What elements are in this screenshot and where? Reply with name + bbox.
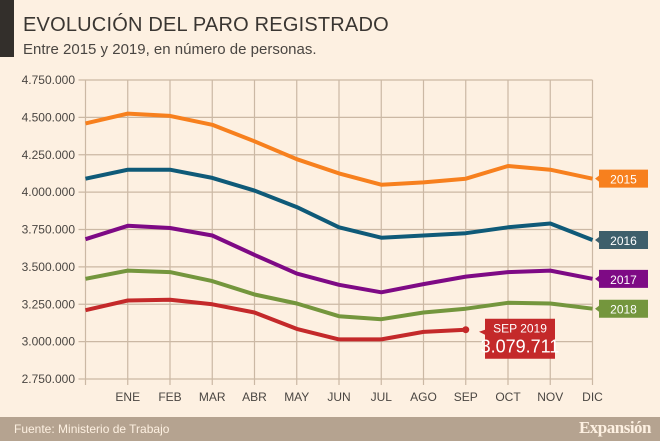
series-line-2019 [85, 297, 466, 342]
x-tick-label: ENE [115, 390, 140, 404]
chart-subtitle: Entre 2015 y 2019, en número de personas… [23, 41, 317, 58]
footer: Fuente: Ministerio de Trabajo Expansión [0, 417, 660, 441]
y-tick-label: 3.000.000 [22, 335, 76, 349]
x-tick-label: JUL [371, 390, 393, 404]
series-lines [84, 111, 594, 342]
annotation-callout: SEP 2019 3.079.711 [479, 318, 560, 359]
svg-text:2015: 2015 [610, 173, 637, 187]
svg-text:2018: 2018 [610, 303, 637, 317]
x-tick-label: AGO [410, 390, 437, 404]
series-line-2015 [85, 111, 593, 187]
y-tick-label: 3.500.000 [22, 260, 76, 274]
chart-title: EVOLUCIÓN DEL PARO REGISTRADO [23, 14, 389, 36]
x-tick-label: SEP [454, 390, 478, 404]
y-tick-label: 4.750.000 [22, 73, 76, 87]
x-tick-label: ABR [242, 390, 267, 404]
line-chart: 2.750.000 3.000.000 3.250.000 3.500.000 3.75… [22, 73, 648, 404]
expansion-logo: Expansión [578, 418, 652, 437]
svg-text:2017: 2017 [610, 273, 637, 287]
series-labels: 2015 2016 2017 2018 [595, 169, 648, 318]
last-point-marker [462, 326, 470, 334]
x-tick-label: JUN [327, 390, 350, 404]
x-tick-label: DIC [582, 390, 603, 404]
y-tick-label: 4.500.000 [22, 110, 76, 124]
svg-text:2016: 2016 [610, 234, 637, 248]
x-tick-label: MAR [199, 390, 226, 404]
y-tick-label: 2.750.000 [22, 372, 76, 386]
y-tick-label: 4.250.000 [22, 148, 76, 162]
x-tick-label: NOV [537, 390, 563, 404]
x-tick-label: OCT [495, 390, 521, 404]
x-tick-label: FEB [158, 390, 181, 404]
y-tick-label: 3.250.000 [22, 297, 76, 311]
x-tick-label: MAY [284, 390, 309, 404]
callout-box [479, 318, 555, 359]
source-note: Fuente: Ministerio de Trabajo [14, 422, 170, 436]
title-accent-bar [0, 0, 14, 57]
series-label-2016: 2016 [595, 230, 648, 249]
y-tick-label: 4.000.000 [22, 185, 76, 199]
callout-label: SEP 2019 [493, 322, 547, 336]
grid [78, 79, 594, 385]
y-tick-label: 3.750.000 [22, 223, 76, 237]
y-axis: 2.750.000 3.000.000 3.250.000 3.500.000 3.75… [22, 73, 76, 386]
series-label-2017: 2017 [595, 269, 648, 288]
x-axis: ENE FEB MAR ABR MAY JUN JUL AGO SEP OCT NOV DIC [115, 390, 603, 404]
series-label-2015: 2015 [595, 169, 648, 188]
series-label-2018: 2018 [595, 299, 648, 318]
callout-value: 3.079.711 [481, 337, 560, 357]
